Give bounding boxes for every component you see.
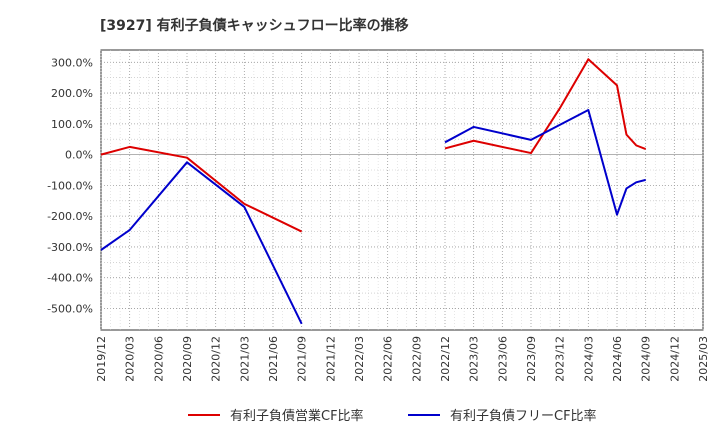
x-tick-label: 2022/12 [439,336,452,382]
grid [100,50,704,330]
y-tick-label: 300.0% [51,56,93,69]
legend-label-1: 有利子負債フリーCF比率 [450,408,597,424]
x-tick-label: 2019/12 [95,336,108,382]
y-tick-label: 100.0% [51,118,93,131]
x-tick-label: 2021/09 [296,336,309,382]
x-tick-label: 2024/06 [611,336,624,382]
x-tick-label: 2020/03 [124,336,137,382]
x-tick-label: 2020/12 [210,336,223,382]
x-tick-label: 2023/12 [554,336,567,382]
series-lines [100,58,647,325]
x-tick-label: 2021/03 [238,336,251,382]
legend-label-0: 有利子負債営業CF比率 [230,408,364,424]
x-tick-label: 2024/12 [668,336,681,382]
x-tick-label: 2021/06 [267,336,280,382]
x-tick-label: 2020/06 [152,336,165,382]
series-line-1-segment-1 [444,109,646,216]
x-tick-label: 2022/03 [353,336,366,382]
x-tick-label: 2021/12 [324,336,337,382]
x-tick-label: 2022/09 [410,336,423,382]
y-tick-label: -300.0% [47,241,93,254]
chart-title: [3927] 有利子負債キャッシュフロー比率の推移 [100,17,409,34]
x-tick-label: 2023/03 [468,336,481,382]
series-line-0-segment-1 [444,58,647,155]
y-tick-label: 200.0% [51,87,93,100]
x-tick-label: 2024/03 [582,336,595,382]
y-tick-label: -400.0% [47,272,93,285]
y-tick-label: 0.0% [65,149,93,162]
x-tick-label: 2023/09 [525,336,538,382]
x-tick-label: 2025/03 [697,336,710,382]
x-tick-label: 2020/09 [181,336,194,382]
series-line-0-segment-0 [100,145,303,233]
x-axis: 2019/12 2020/03 2020/06 2020/09 2020/12 2021/… [95,336,710,382]
y-axis: 300.0% 200.0% 100.0% 0.0% -100.0% -200.0% -300… [47,56,93,315]
x-tick-label: 2024/09 [640,336,653,382]
plot-area [100,49,704,331]
y-tick-label: -100.0% [47,179,93,192]
x-tick-label: 2023/06 [496,336,509,382]
series-line-1-segment-0 [100,161,303,325]
y-tick-label: -500.0% [47,302,93,315]
legend: 有利子負債営業CF比率 有利子負債フリーCF比率 [188,408,597,424]
y-tick-label: -200.0% [47,210,93,223]
x-tick-label: 2022/06 [382,336,395,382]
